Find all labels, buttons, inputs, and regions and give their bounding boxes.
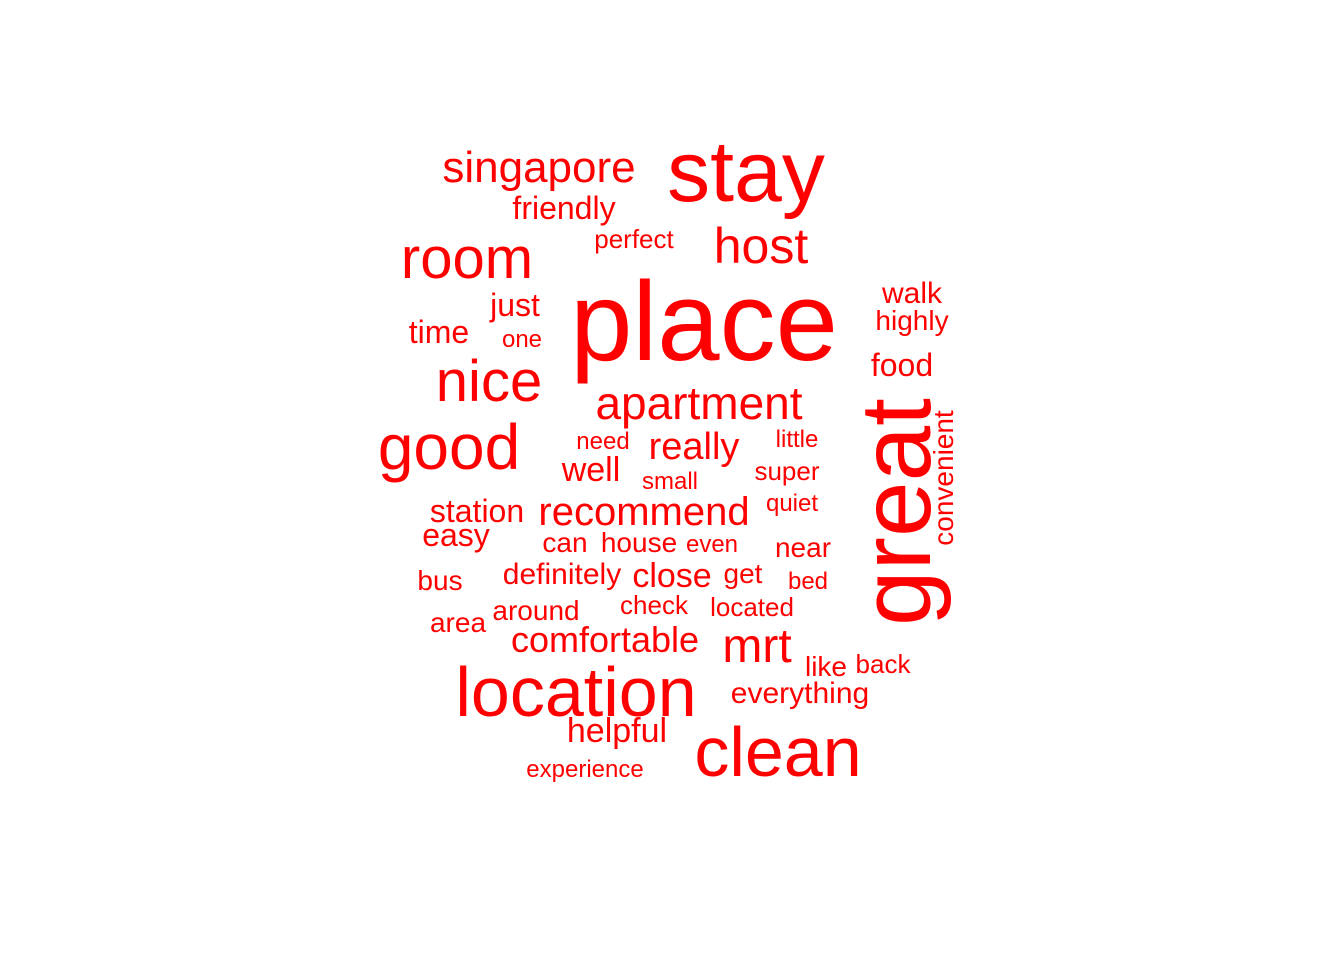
word-need: need <box>576 428 630 455</box>
word-comfortable: comfortable <box>510 619 700 660</box>
word-walk: walk <box>881 277 943 310</box>
word-check: check <box>620 590 688 620</box>
word-recommend: recommend <box>538 490 750 534</box>
word-one: one <box>501 326 543 353</box>
word-even: even <box>685 531 739 558</box>
word-area: area <box>429 607 487 638</box>
word-everything: everything <box>730 677 870 710</box>
word-place: place <box>570 259 838 384</box>
word-highly: highly <box>875 305 949 336</box>
word-mrt: mrt <box>722 620 792 673</box>
word-back: back <box>855 649 911 679</box>
word-stay: stay <box>667 124 825 220</box>
word-helpful: helpful <box>566 712 668 750</box>
word-bed: bed <box>787 568 829 595</box>
word-house: house <box>600 527 678 558</box>
word-really: really <box>648 426 740 468</box>
word-host: host <box>713 218 809 274</box>
word-experience: experience <box>526 756 644 783</box>
word-located: located <box>710 592 794 622</box>
word-small: small <box>641 468 699 495</box>
word-just: just <box>490 287 540 323</box>
word-apartment: apartment <box>595 377 803 429</box>
word-bus: bus <box>417 565 463 596</box>
word-food: food <box>870 347 934 383</box>
word-definitely: definitely <box>502 558 622 591</box>
word-around: around <box>492 595 580 626</box>
word-little: little <box>775 426 819 453</box>
word-get: get <box>723 558 763 589</box>
word-quiet: quiet <box>765 490 819 517</box>
word-near: near <box>774 532 832 563</box>
word-easy: easy <box>422 517 490 553</box>
word-station: station <box>429 493 525 529</box>
word-perfect: perfect <box>594 224 674 254</box>
word-room: room <box>400 226 534 291</box>
word-can: can <box>542 527 588 558</box>
word-close: close <box>632 557 712 595</box>
word-well: well <box>561 451 621 489</box>
word-location: location <box>455 653 697 731</box>
word-like: like <box>804 651 848 682</box>
word-nice: nice <box>435 349 543 414</box>
word-good: good <box>377 411 521 483</box>
word-super: super <box>754 456 820 486</box>
word-time: time <box>408 314 470 350</box>
word-singapore: singapore <box>442 143 636 192</box>
word-convenient: convenient <box>928 410 959 546</box>
word-clean: clean <box>694 713 862 791</box>
word-friendly: friendly <box>512 190 616 226</box>
